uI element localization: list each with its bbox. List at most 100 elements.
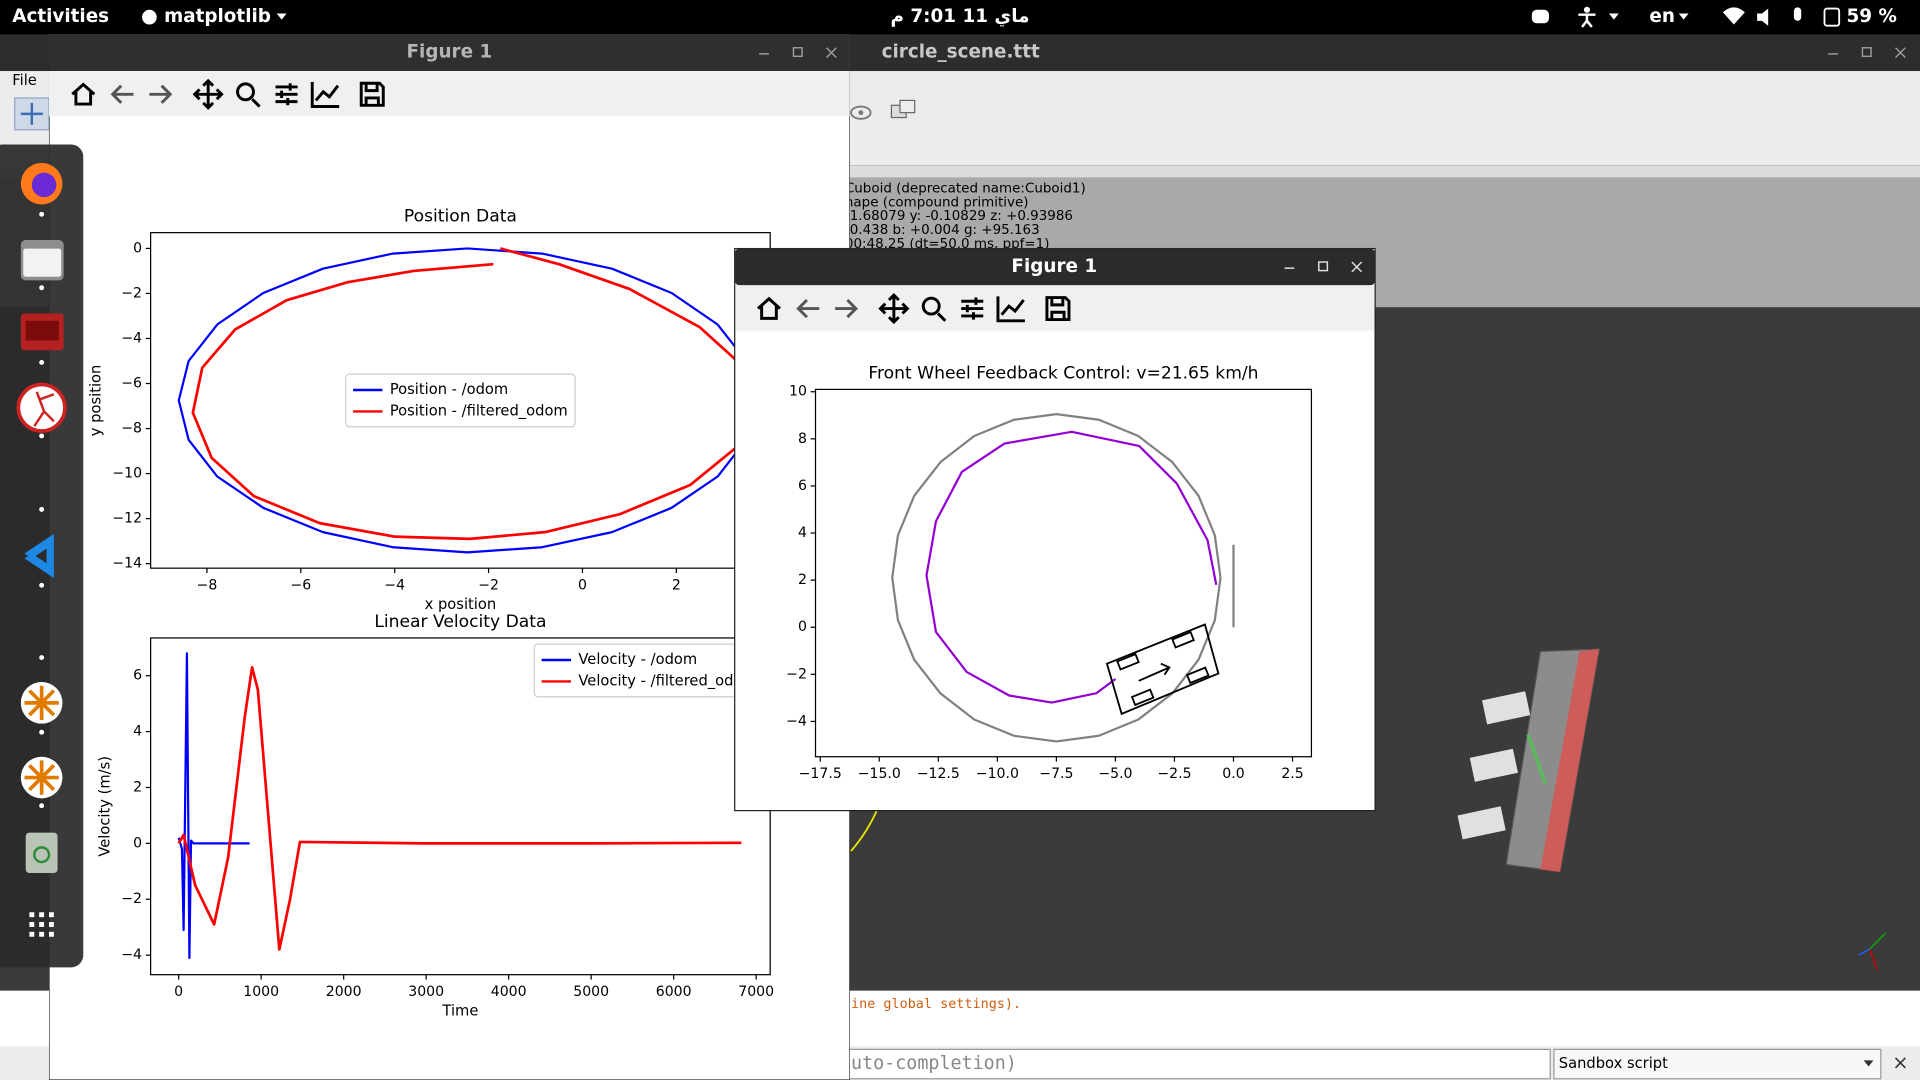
x-tick-label: 6000 [656,984,692,1000]
chart: 0 1000 2000 3000 4000 5000 6000 7000 −4 −2 0 2 4 6 Lin… [96,612,774,1019]
y-tick-label: −4 [121,330,142,346]
zoom-button[interactable] [921,296,947,322]
x-tick-label: −2.5 [1157,766,1191,782]
firefox-icon[interactable] [20,162,63,205]
script-selector[interactable] [1553,1048,1882,1080]
battery-icon[interactable] [1823,7,1841,27]
trash-icon[interactable] [25,832,58,874]
view-icon[interactable] [850,105,872,120]
x-tick-label: −7.5 [1039,766,1073,782]
accessibility-icon[interactable] [1578,6,1596,28]
y-tick-label: 4 [133,724,142,740]
pan-button[interactable] [878,293,910,325]
grid-dot [48,931,54,937]
legend-label: Velocity - /odom [578,651,697,668]
y-tick-label: −10 [112,466,142,482]
terminal-icon[interactable] [20,313,64,351]
x-tick-label: −17.5 [799,766,842,782]
app-menu-icon [142,9,157,25]
back-button[interactable] [796,298,820,319]
zoom-button[interactable] [236,82,261,108]
x-tick-label: 1000 [243,984,279,1000]
x-axis-label: x position [425,596,497,613]
dropdown-arrow [1608,13,1619,20]
y-tick-label: 0 [133,240,142,256]
axes-button[interactable] [310,82,340,108]
save-button[interactable] [1045,296,1071,322]
robot-model [1457,648,1600,873]
dropdown-arrow [276,13,287,20]
x-tick-label: 0.0 [1222,766,1244,782]
mic-icon[interactable] [1793,7,1802,21]
x-tick-label: −6 [290,577,311,593]
menu-file[interactable]: File [12,72,37,89]
pan-button[interactable] [192,78,224,110]
app-menu[interactable]: matplotlib [164,6,271,27]
y-axis-label: Velocity (m/s) [96,756,113,857]
window-controls[interactable] [1828,47,1906,59]
axes-background [815,389,1312,757]
x-tick-label: −5.0 [1098,766,1132,782]
y-tick-label: −2 [121,285,142,301]
y-tick-label: 0 [798,619,807,635]
x-axis-label: Time [441,1002,478,1019]
dropdown-arrow [1678,13,1689,20]
vehicle-marker [1105,623,1220,716]
wheel-icon[interactable] [20,682,63,724]
info-line: -0.438 b: +0.004 g: +95.163 [845,223,1040,238]
chart: −8 −6 −4 −2 0 2 0 −2 −4 −6 −8 −10 −12 −14 Position Dat… [88,207,771,613]
console-output: ine global settings). [851,997,1021,1012]
plot-area [177,652,742,960]
activities[interactable]: Activities [12,6,109,27]
legend: Position - /odom Position - /filtered_odo… [345,373,576,428]
toolbar [48,71,850,117]
move-tool[interactable] [14,97,50,131]
x-tick-label: −8 [197,577,218,593]
data-line [177,247,758,554]
wifi-icon[interactable] [1722,7,1745,25]
back-button[interactable] [110,84,134,104]
home-button[interactable] [71,82,96,106]
toolbar-icons [756,293,1071,325]
keyboard-layout[interactable]: en [1649,6,1675,27]
window-title: circle_scene.ttt [882,42,1040,63]
layers-icon[interactable] [890,99,916,119]
forward-button[interactable] [149,84,173,104]
volume-icon[interactable] [1757,8,1769,26]
grid-dot [39,922,45,927]
window-controls[interactable] [1284,261,1363,273]
wheel-icon[interactable] [20,756,63,799]
chart-title: Linear Velocity Data [374,612,546,632]
window-controls[interactable] [759,47,837,59]
figure-window: Figure 1 −17.5 −15.0 −12.5 −10.0 −7.5 −5.0 −2.… [734,247,1376,812]
save-button[interactable] [359,81,385,107]
show-apps[interactable] [29,912,54,937]
top-bar-bg [0,0,1920,34]
clock[interactable]: ماي 11 7:01 م [891,6,1030,28]
configure-button[interactable] [275,83,298,106]
y-tick-label: −4 [786,713,807,729]
script-selector-text: Sandbox script [1559,1055,1668,1072]
title-bar [48,34,850,72]
home-button[interactable] [756,296,781,320]
y-tick-label: 0 [133,835,142,851]
configure-button[interactable] [961,297,984,320]
axes-button[interactable] [996,296,1025,323]
y-tick-label: −14 [112,556,142,572]
info-line: Cuboid (deprecated name:Cuboid1) [845,182,1086,197]
files-icon[interactable] [20,240,64,281]
grid-dot [29,931,35,937]
data-line [891,413,1222,743]
console-close[interactable] [1894,1057,1906,1069]
title-bar [734,248,1376,286]
grid-dot [29,922,35,927]
legend-label: Position - /odom [390,381,508,398]
app-icon[interactable] [16,382,67,433]
y-tick-label: 10 [789,384,807,400]
vscode-icon[interactable] [24,533,54,578]
forward-button[interactable] [835,298,858,319]
info-line: hape (compound primitive) [845,195,1029,210]
discord-icon[interactable] [1531,9,1549,24]
y-axis-label: y position [88,365,105,437]
window-title: Figure 1 [1011,256,1097,277]
